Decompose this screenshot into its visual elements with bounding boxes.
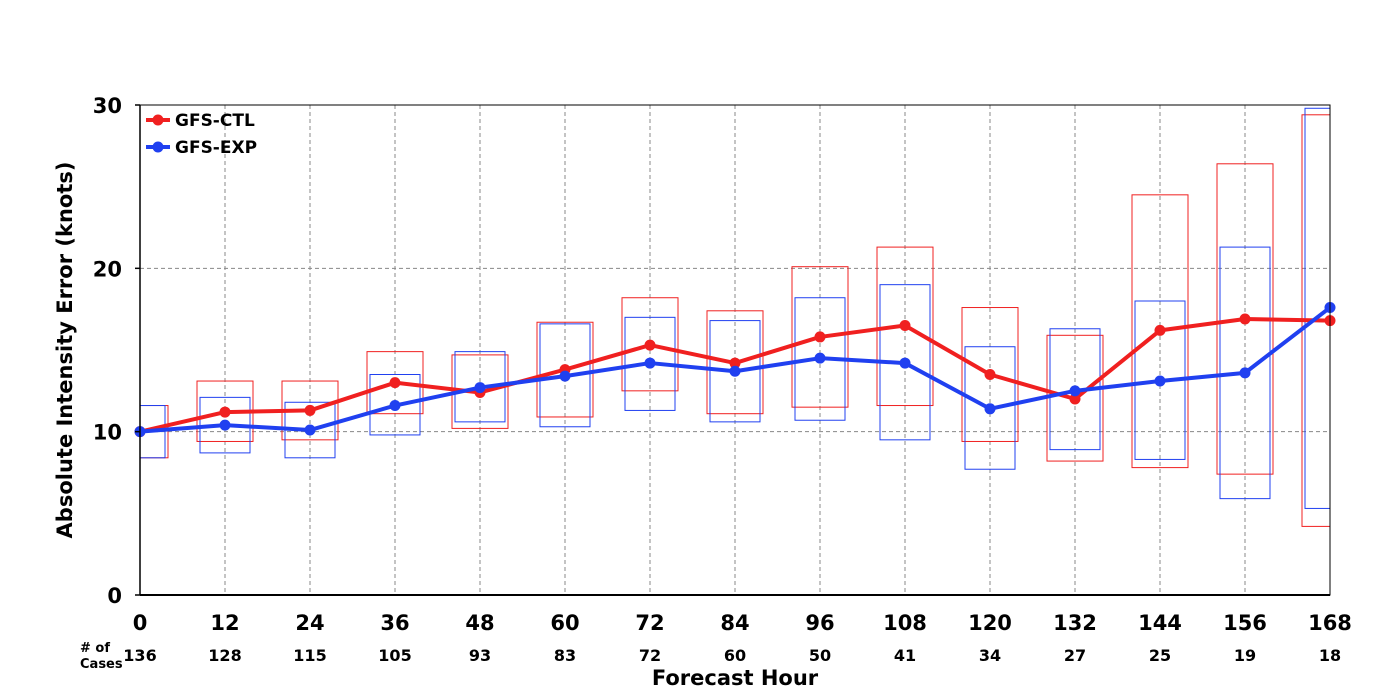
data-point-gfs-exp [304, 424, 316, 436]
data-point-gfs-exp [1069, 385, 1081, 397]
data-point-gfs-exp [729, 365, 741, 377]
error-box-gfs-ctl [366, 351, 424, 415]
error-box-gfs-ctl [791, 266, 849, 408]
y-axis-title: Absolute Intensity Error (knots) [53, 162, 77, 539]
x-tick-label: 72 [635, 611, 664, 635]
case-counts: 136 128 115 105 93 83 72 60 50 41 34 27 25 19 18 [123, 646, 1341, 665]
case-count: 72 [639, 646, 661, 665]
error-box-gfs-ctl [706, 310, 764, 415]
case-count: 18 [1319, 646, 1341, 665]
error-boxes [140, 107, 1330, 527]
data-point-gfs-ctl [304, 404, 316, 416]
data-point-gfs-exp [389, 400, 401, 412]
y-ticks: 0 10 20 30 [93, 94, 140, 608]
grid [140, 105, 1330, 595]
data-point-gfs-exp [1239, 367, 1251, 379]
error-box-gfs-exp [1219, 246, 1271, 500]
error-box-gfs-ctl [536, 321, 594, 418]
x-tick-label: 48 [465, 611, 494, 635]
legend-label-gfs-ctl: GFS-CTL [175, 111, 255, 131]
legend-label-gfs-exp: GFS-EXP [175, 138, 257, 158]
error-box-gfs-ctl [1131, 194, 1189, 469]
x-tick-label: 108 [883, 611, 927, 635]
x-ticks: 0 12 24 36 48 60 72 84 96 108 120 132 144 156 168 [133, 611, 1352, 635]
data-point-gfs-exp [644, 357, 656, 369]
data-point-gfs-exp [814, 352, 826, 364]
cases-title-line1: # of [80, 641, 110, 656]
case-count: 27 [1064, 646, 1086, 665]
x-tick-label: 96 [805, 611, 834, 635]
x-tick-label: 36 [380, 611, 409, 635]
error-box-gfs-exp [1304, 107, 1330, 509]
error-box-gfs-exp [709, 320, 761, 423]
data-point-gfs-ctl [1069, 393, 1081, 405]
case-count: 136 [123, 646, 156, 665]
case-count: 34 [979, 646, 1001, 665]
data-point-gfs-ctl [644, 339, 656, 351]
case-count: 25 [1149, 646, 1171, 665]
error-box-gfs-exp [369, 374, 421, 436]
data-point-gfs-ctl [899, 320, 911, 331]
case-count: 105 [378, 646, 411, 665]
data-point-gfs-ctl [1239, 313, 1251, 325]
data-point-gfs-exp [474, 382, 486, 394]
case-count: 50 [809, 646, 831, 665]
y-tick-label: 10 [93, 421, 122, 445]
case-count: 19 [1234, 646, 1256, 665]
y-tick-label: 0 [107, 584, 122, 608]
data-point-gfs-exp [219, 419, 231, 431]
data-point-gfs-exp [559, 370, 571, 382]
legend-marker-gfs-exp [152, 141, 164, 153]
series-lines [134, 302, 1336, 438]
case-count: 115 [293, 646, 326, 665]
data-point-gfs-ctl [984, 369, 996, 380]
error-box-gfs-ctl [876, 246, 934, 407]
error-box-gfs-ctl [961, 307, 1019, 442]
y-tick-label: 20 [93, 257, 122, 281]
error-box-gfs-exp [964, 346, 1016, 470]
y-tick-label: 30 [93, 94, 122, 118]
legend: GFS-CTL GFS-EXP [146, 111, 257, 158]
x-tick-label: 132 [1053, 611, 1097, 635]
x-tick-label: 0 [133, 611, 148, 635]
x-axis-title: Forecast Hour [652, 666, 819, 690]
error-box-gfs-ctl [621, 297, 679, 392]
case-count: 128 [208, 646, 241, 665]
data-point-gfs-exp [984, 403, 996, 415]
x-tick-label: 84 [720, 611, 749, 635]
data-point-gfs-ctl [1154, 324, 1166, 336]
data-point-gfs-ctl [389, 377, 401, 389]
case-count: 41 [894, 646, 916, 665]
error-box-gfs-ctl [140, 405, 169, 459]
x-tick-label: 12 [210, 611, 239, 635]
data-point-gfs-exp [1154, 375, 1166, 387]
legend-marker-gfs-ctl [152, 114, 164, 126]
x-tick-label: 120 [968, 611, 1012, 635]
x-tick-label: 60 [550, 611, 579, 635]
data-point-gfs-ctl [219, 406, 231, 418]
data-point-gfs-ctl [729, 357, 741, 369]
x-tick-label: 168 [1308, 611, 1352, 635]
case-count: 93 [469, 646, 491, 665]
case-count: 60 [724, 646, 746, 665]
x-tick-label: 24 [295, 611, 324, 635]
x-tick-label: 156 [1223, 611, 1267, 635]
data-point-gfs-exp [899, 357, 911, 369]
cases-title-line2: Cases [80, 657, 123, 672]
case-count: 83 [554, 646, 576, 665]
x-tick-label: 144 [1138, 611, 1182, 635]
data-point-gfs-ctl [814, 331, 826, 343]
